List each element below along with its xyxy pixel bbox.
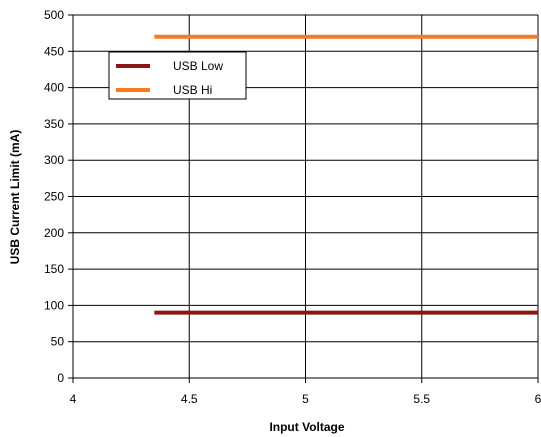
y-tick-label: 200 [44, 226, 64, 240]
y-axis-title: USB Current Limit (mA) [8, 130, 22, 265]
x-tick-labels: 4 4.5 5 5.5 6 [70, 392, 541, 406]
y-tick-label: 500 [44, 8, 64, 22]
x-tick-label: 5 [302, 392, 309, 406]
x-axis-title: Input Voltage [269, 420, 344, 434]
legend-label-usb-hi: USB Hi [173, 83, 212, 97]
x-tick-label: 5.5 [413, 392, 430, 406]
axes [68, 14, 539, 383]
series-lines [154, 34, 538, 315]
y-tick-labels: 0 50 100 150 200 250 300 350 400 450 500 [44, 8, 64, 385]
y-tick-label: 350 [44, 117, 64, 131]
y-tick-label: 250 [44, 190, 64, 204]
y-tick-label: 50 [51, 335, 65, 349]
x-tick-label: 4.5 [181, 392, 198, 406]
y-tick-label: 0 [57, 371, 64, 385]
y-tick-label: 150 [44, 262, 64, 276]
y-tick-label: 100 [44, 298, 64, 312]
y-tick-label: 450 [44, 44, 64, 58]
legend-label-usb-low: USB Low [173, 59, 223, 73]
legend: USB Low USB Hi [108, 51, 247, 100]
x-tick-label: 4 [70, 392, 77, 406]
y-tick-label: 400 [44, 81, 64, 95]
x-tick-label: 6 [535, 392, 541, 406]
y-tick-label: 300 [44, 153, 64, 167]
